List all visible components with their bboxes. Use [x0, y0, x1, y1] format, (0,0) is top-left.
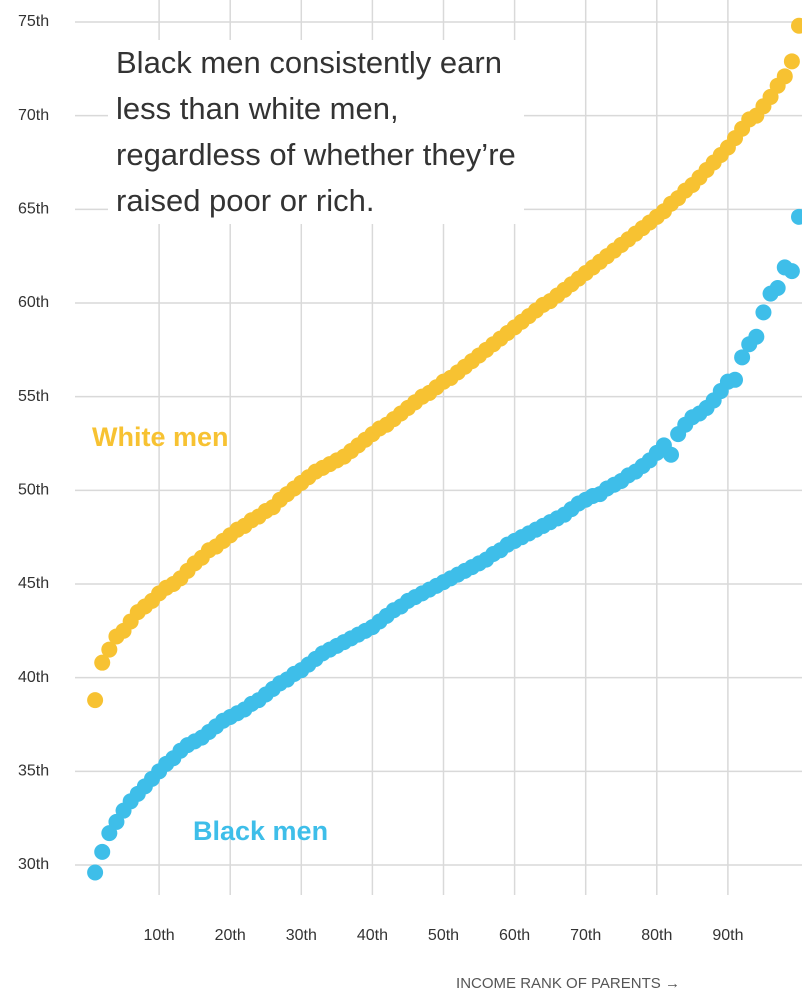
x-tick-label: 70th [570, 927, 601, 944]
x-tick-label: 40th [357, 927, 388, 944]
x-tick-label: 30th [286, 927, 317, 944]
point [94, 843, 111, 860]
series-label: White men [92, 422, 229, 452]
x-tick-label: 60th [499, 927, 530, 944]
y-tick-label: 70th [18, 107, 49, 124]
x-tick-label: 50th [428, 927, 459, 944]
point [791, 17, 802, 34]
point [87, 692, 104, 709]
x-axis-label: INCOME RANK OF PARENTS → [456, 975, 680, 992]
annotation: Black men consistently earn less than wh… [108, 40, 524, 224]
point [791, 208, 802, 225]
y-tick-label: 55th [18, 388, 49, 405]
point [769, 280, 786, 297]
y-tick-label: 50th [18, 482, 49, 499]
point [663, 446, 680, 463]
point [776, 68, 793, 85]
y-tick-label: 65th [18, 201, 49, 218]
point [101, 641, 118, 658]
y-tick-label: 60th [18, 294, 49, 311]
point [783, 53, 800, 70]
point [783, 263, 800, 280]
point [727, 371, 744, 388]
x-tick-label: 90th [712, 927, 743, 944]
point [87, 864, 104, 881]
point [755, 304, 772, 321]
x-tick-label: 80th [641, 927, 672, 944]
point [94, 654, 111, 671]
series-label: Black men [193, 816, 329, 846]
y-tick-label: 30th [18, 856, 49, 873]
y-tick-label: 45th [18, 575, 49, 592]
point [734, 349, 751, 366]
x-tick-label: 10th [144, 927, 175, 944]
point [748, 328, 765, 345]
y-tick-label: 35th [18, 763, 49, 780]
x-tick-label: 20th [215, 927, 246, 944]
y-tick-label: 75th [18, 13, 49, 30]
y-tick-label: 40th [18, 669, 49, 686]
